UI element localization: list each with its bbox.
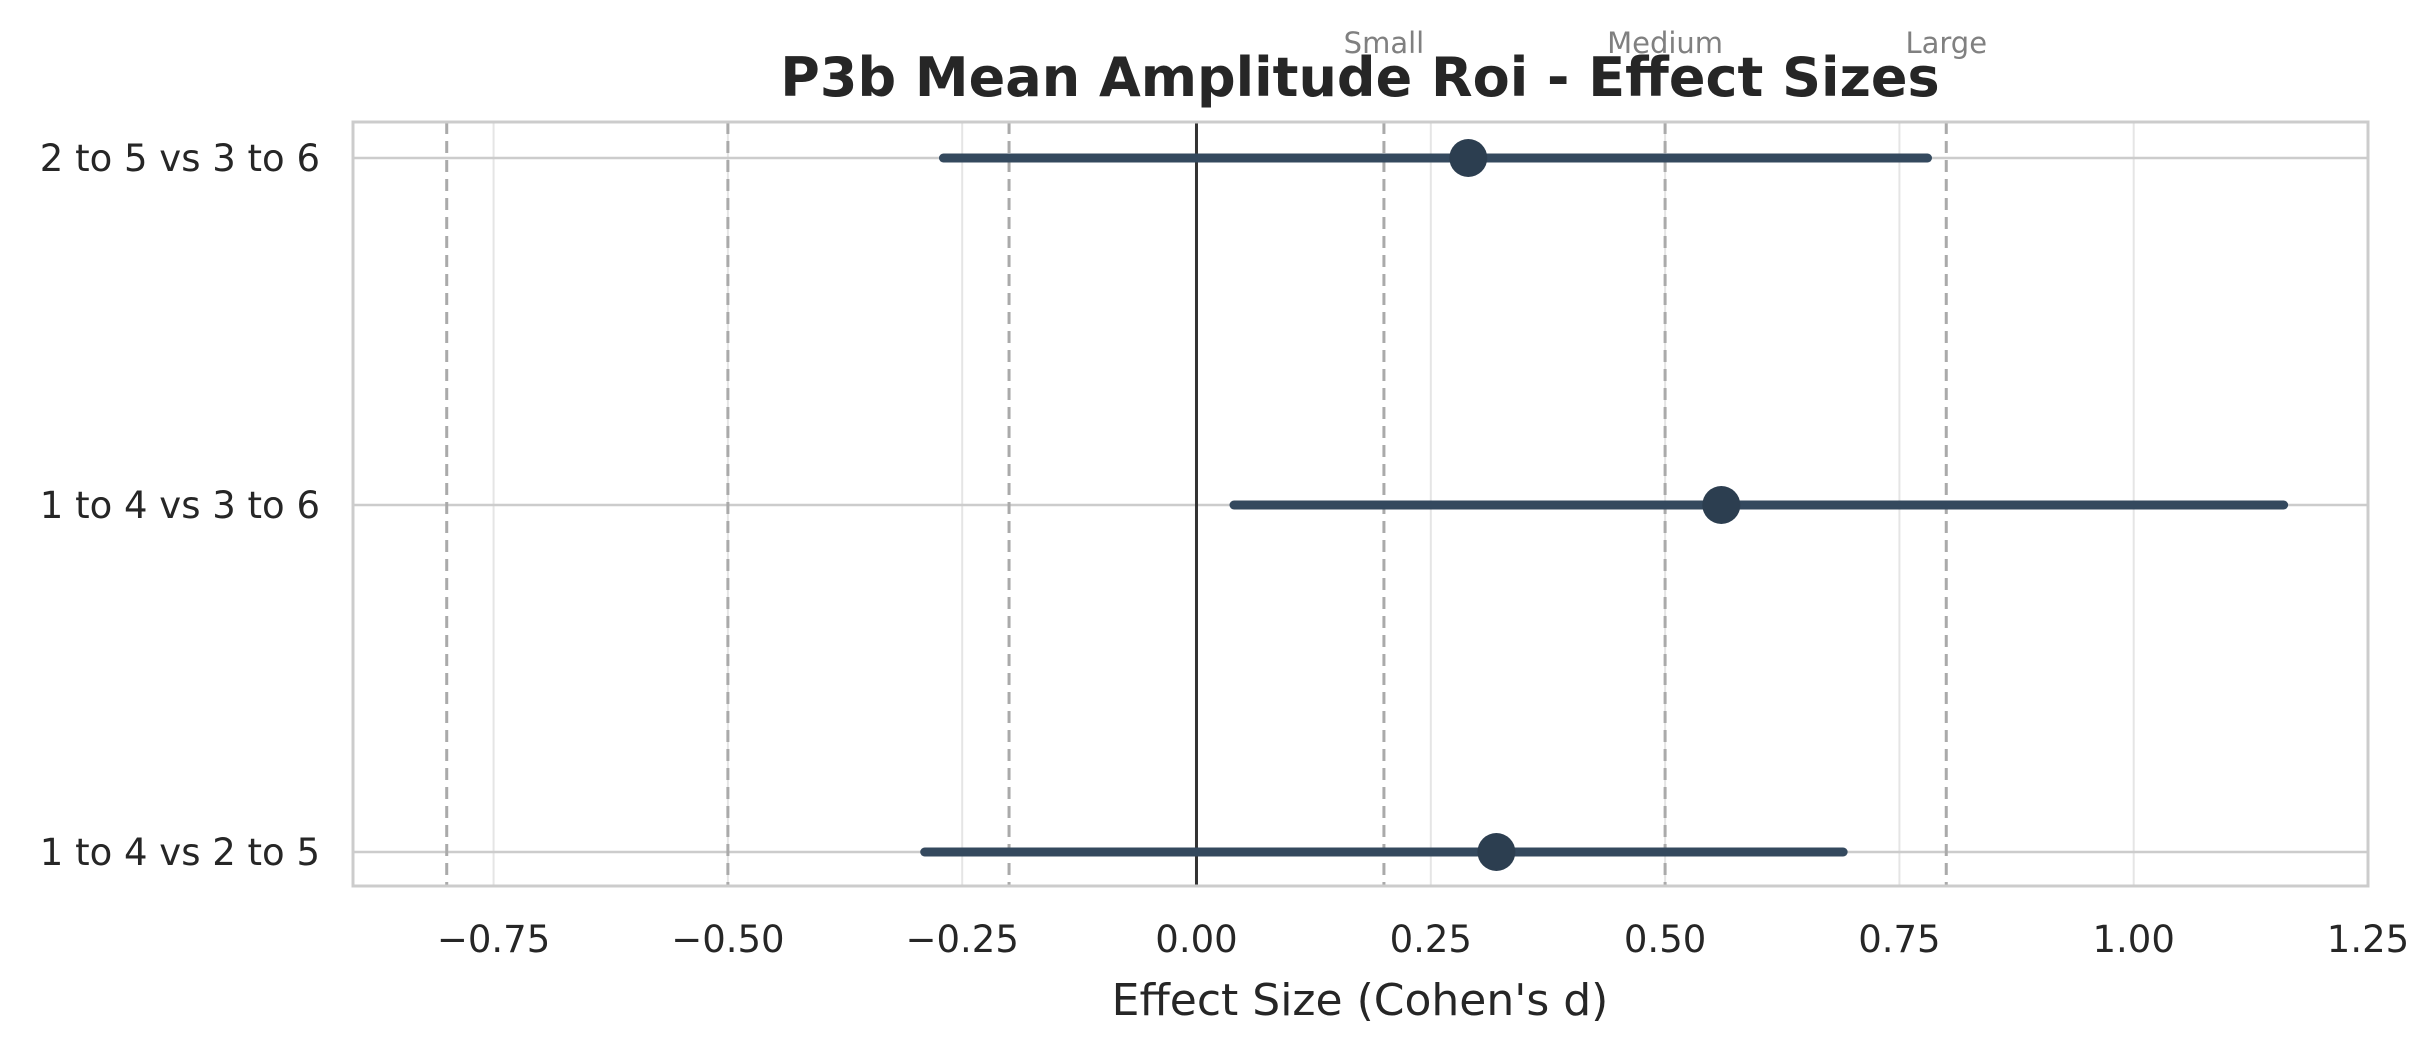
x-tick-label: −0.75 <box>437 918 550 961</box>
x-tick-labels: −0.75 −0.50 −0.25 0.00 0.25 0.50 0.75 1.00 1.25 <box>437 918 2409 961</box>
threshold-annotations: Small Medium Large <box>1344 26 1987 60</box>
x-tick-label: 0.25 <box>1390 918 1472 961</box>
x-tick-label: 0.00 <box>1155 918 1237 961</box>
comparison-label: 1 to 4 vs 3 to 6 <box>40 484 320 527</box>
x-tick-label: 0.75 <box>1858 918 1940 961</box>
threshold-annotation: Small <box>1344 26 1425 60</box>
x-tick-label: −0.50 <box>671 918 784 961</box>
x-tick-label: −0.25 <box>905 918 1018 961</box>
effect-point <box>1477 833 1516 871</box>
effect-points <box>1449 139 1741 871</box>
x-axis-title: Effect Size (Cohen's d) <box>1112 975 1609 1026</box>
effect-point <box>1449 139 1488 177</box>
comparison-label: 2 to 5 vs 3 to 6 <box>40 137 320 180</box>
x-tick-label: 0.50 <box>1624 918 1706 961</box>
threshold-annotation: Medium <box>1607 26 1723 60</box>
threshold-annotation: Large <box>1905 26 1987 60</box>
confidence-intervals <box>920 153 2289 857</box>
x-tick-label: 1.25 <box>2327 918 2409 961</box>
plot-frame <box>351 120 2370 888</box>
comparison-labels: 2 to 5 vs 3 to 6 1 to 4 vs 3 to 6 1 to 4 v… <box>40 137 320 874</box>
x-tick-label: 1.00 <box>2093 918 2175 961</box>
effect-point <box>1702 486 1741 524</box>
comparison-label: 1 to 4 vs 2 to 5 <box>40 831 320 874</box>
chart-title: P3b Mean Amplitude Roi - Effect Sizes <box>780 46 1939 109</box>
